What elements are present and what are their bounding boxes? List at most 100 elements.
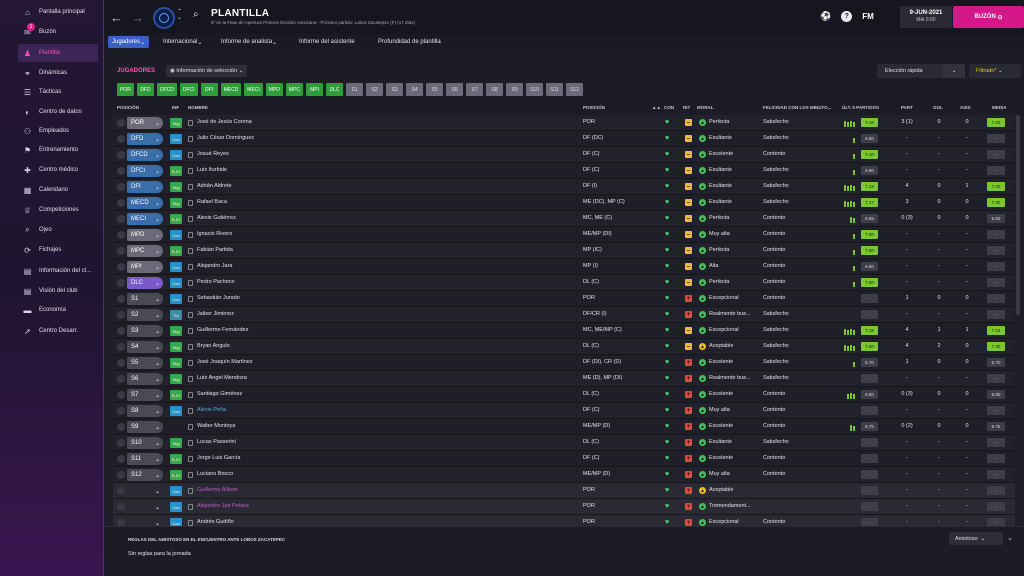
row-checkbox[interactable] [117, 471, 125, 479]
position-selector[interactable]: S8 ⌄ [127, 405, 163, 417]
position-chip[interactable]: DFCD [157, 83, 177, 96]
table-row[interactable]: S11 ⌄ S-21 Jorge Luis García DF (C) ♥ + ▲ Excele… [113, 451, 1015, 467]
position-selector[interactable]: MECD ⌄ [127, 197, 163, 209]
position-chip[interactable]: MPC [285, 83, 304, 96]
col-moral[interactable]: MORAL [697, 105, 714, 110]
info-badge[interactable]: Sug [170, 374, 182, 384]
info-badge[interactable]: Con [170, 230, 182, 240]
sidebar-item-14[interactable]: ▤ Visión del club [18, 282, 102, 300]
sort-icon[interactable]: ▲▲ [652, 105, 661, 110]
position-selector[interactable]: S12 ⌄ [127, 469, 163, 481]
info-badge[interactable]: S-21 [170, 390, 182, 400]
table-row[interactable]: MECI ⌄ S-21 Alexis Gutiérrez MC, ME (C) ♥ – ▲ Pe… [113, 211, 1015, 227]
row-checkbox[interactable] [117, 167, 125, 175]
table-row[interactable]: S7 ⌄ S-21 Santiago Giménez DL (C) ♥ + ▲ Excelent… [113, 387, 1015, 403]
player-name[interactable]: Julio César Domínguez [197, 135, 255, 141]
info-badge[interactable]: Sug [170, 118, 182, 128]
player-name[interactable]: Alejandro Jair Peláez [197, 503, 249, 509]
col-inf[interactable]: INF [172, 105, 180, 110]
sidebar-item-6[interactable]: ⚇ Empleados [18, 122, 102, 140]
position-chip[interactable]: DFCI [179, 83, 198, 96]
row-checkbox[interactable] [117, 311, 125, 319]
position-selector[interactable]: ⌄ [127, 517, 163, 527]
sidebar-item-12[interactable]: ⟳ Fichajes [18, 241, 102, 259]
player-name[interactable]: Sebastián Jurado [197, 295, 240, 301]
info-badge[interactable]: Sug [170, 326, 182, 336]
quick-pick-dropdown[interactable]: Elección rápida ⌄ [877, 64, 965, 78]
sidebar-item-2[interactable]: ♟ Plantilla [18, 44, 98, 62]
player-name[interactable]: Luis Iturbide [197, 167, 227, 173]
ball-icon[interactable]: ⚽ [820, 11, 832, 21]
help-icon[interactable]: ? [841, 11, 853, 22]
position-chip[interactable]: MPI [306, 83, 324, 96]
position-selector[interactable]: ⌄ [127, 501, 163, 513]
table-row[interactable]: S5 ⌄ Sug José Joaquín Martínez DF (DI), CR (… [113, 355, 1015, 371]
player-name[interactable]: Fabián Partida [197, 247, 233, 253]
table-row[interactable]: DFCD ⌄ Con Josué Reyes DF (C) ♥ – ▲ Excelente Con… [113, 147, 1015, 163]
row-checkbox[interactable] [117, 231, 125, 239]
info-badge[interactable]: Con [170, 486, 182, 496]
row-checkbox[interactable] [117, 423, 125, 431]
updown-chevron-icon[interactable]: ⌃ ⌄ [177, 9, 183, 21]
player-name[interactable]: Alejandro Jara [197, 263, 233, 269]
col-gol[interactable]: GOL [933, 105, 943, 110]
player-name[interactable]: Santiago Giménez [197, 391, 243, 397]
position-selector[interactable]: S10 ⌄ [127, 437, 163, 449]
position-selector[interactable]: MPD ⌄ [127, 229, 163, 241]
col-rit[interactable]: RIT [683, 105, 691, 110]
sidebar-item-8[interactable]: ✚ Centro médico [18, 161, 102, 179]
position-chip[interactable]: MPD [265, 83, 283, 96]
row-checkbox[interactable] [117, 215, 125, 223]
table-row[interactable]: MPC ⌄ S-21 Fabián Partida MP (IC) ♥ – ▲ Perfecta… [113, 243, 1015, 259]
tab-4[interactable]: Profundidad de plantilla [378, 36, 441, 48]
table-row[interactable]: S3 ⌄ Sug Guillermo Fernández MC, ME/MP (C) ♥ –… [113, 323, 1015, 339]
player-name[interactable]: Jaiber Jiménez [197, 311, 234, 317]
search-icon[interactable]: ⌕ [193, 9, 199, 20]
date-box[interactable]: 9-JUN-2021 Mié 9:00 [900, 6, 952, 28]
col-asis[interactable]: ASIS [960, 105, 971, 110]
row-checkbox[interactable] [117, 279, 125, 287]
sidebar-item-11[interactable]: ⌕ Ojeo [18, 221, 102, 239]
position-selector[interactable]: S7 ⌄ [127, 389, 163, 401]
info-selection-dropdown[interactable]: ◉ Información de selección ⌄ [166, 65, 248, 77]
row-checkbox[interactable] [117, 327, 125, 335]
position-selector[interactable]: S9 ⌄ [127, 421, 163, 433]
row-checkbox[interactable] [117, 135, 125, 143]
position-selector[interactable]: DLC ⌄ [127, 277, 163, 289]
player-name[interactable]: Rafael Baca [197, 199, 227, 205]
info-badge[interactable]: Con [170, 262, 182, 272]
player-name[interactable]: Guillermo Allison [197, 487, 238, 493]
player-name[interactable]: Bryan Angulo [197, 343, 230, 349]
position-selector[interactable]: POR ⌄ [127, 117, 163, 129]
table-scrollbar[interactable] [1016, 115, 1020, 315]
sidebar-item-9[interactable]: ▦ Calendario [18, 181, 102, 199]
col-posicion-2[interactable]: POSICIÓN [583, 105, 606, 110]
table-row[interactable]: DFCI ⌄ S-21 Luis Iturbide DF (C) ♥ – ▲ Exultante… [113, 163, 1015, 179]
col-con[interactable]: CON [664, 105, 674, 110]
position-chip[interactable]: S4 [406, 83, 424, 96]
row-checkbox[interactable] [117, 503, 125, 511]
position-chip[interactable]: DLC [326, 83, 344, 96]
row-checkbox[interactable] [117, 487, 125, 495]
player-name[interactable]: Lucas Passerini [197, 439, 236, 445]
position-selector[interactable]: S6 ⌄ [127, 373, 163, 385]
col-part[interactable]: PART [901, 105, 913, 110]
row-checkbox[interactable] [117, 407, 125, 415]
table-row[interactable]: S2 ⌄ Tm Jaiber Jiménez DF/CR (I) ♥ + ▲ Realmente… [113, 307, 1015, 323]
col-media[interactable]: MEDIA [992, 105, 1007, 110]
player-name[interactable]: José Joaquín Martínez [197, 359, 253, 365]
position-chip[interactable]: S1 [346, 83, 364, 96]
fm-logo[interactable]: FM [862, 12, 874, 21]
info-badge[interactable]: Sug [170, 342, 182, 352]
row-checkbox[interactable] [117, 519, 125, 526]
player-name[interactable]: Luis Ángel Mendoza [197, 375, 247, 381]
sidebar-item-16[interactable]: ➚ Centro Desarr. [18, 322, 102, 340]
position-selector[interactable]: S4 ⌄ [127, 341, 163, 353]
back-arrow-icon[interactable]: ← [110, 10, 123, 25]
table-row[interactable]: MPI ⌄ Con Alejandro Jara MP (I) ♥ – ▲ Alta Conten… [113, 259, 1015, 275]
position-chip[interactable]: S8 [486, 83, 504, 96]
sidebar-item-10[interactable]: ♕ Competiciones [18, 201, 102, 219]
tab-3[interactable]: Informe del asistente [299, 36, 355, 48]
info-badge[interactable]: Con [170, 406, 182, 416]
row-checkbox[interactable] [117, 263, 125, 271]
